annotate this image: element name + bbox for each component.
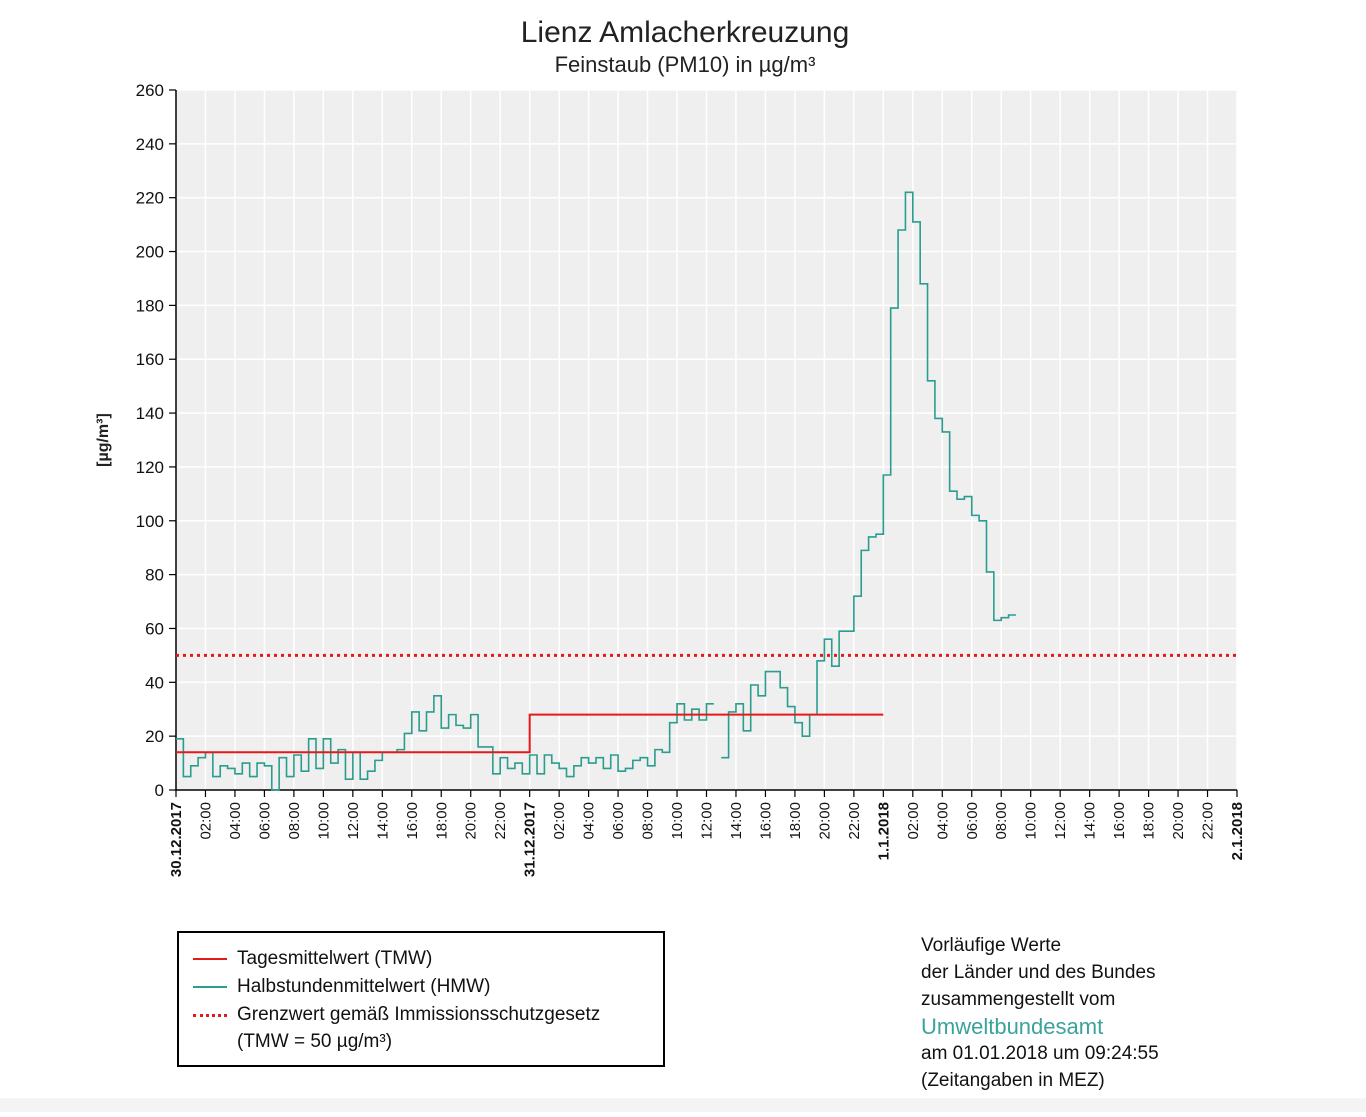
x-tick-label: 06:00 xyxy=(610,802,627,840)
x-tick-label: 20:00 xyxy=(816,802,833,840)
x-tick-label: 06:00 xyxy=(256,802,273,840)
axes xyxy=(169,89,1238,797)
y-tick-label: 140 xyxy=(136,404,164,423)
x-tick-label: 02:00 xyxy=(197,802,214,840)
series-line-hmw xyxy=(176,694,714,791)
x-tick-label: 10:00 xyxy=(315,802,332,840)
y-tick-label: 100 xyxy=(136,512,164,531)
x-tick-label: 18:00 xyxy=(433,802,450,840)
y-tick-label: 260 xyxy=(136,81,164,100)
x-tick-label: 2.1.2018 xyxy=(1229,802,1246,860)
page-bottom-strip xyxy=(0,1098,1366,1112)
legend-item-tmw: Tagesmittelwert (TMW) xyxy=(193,947,432,971)
x-tick-label: 16:00 xyxy=(1111,802,1128,840)
chart-subtitle: Feinstaub (PM10) in µg/m³ xyxy=(555,52,816,77)
x-tick-label: 02:00 xyxy=(551,802,568,840)
legend-limit-sublabel: (TMW = 50 µg/m³) xyxy=(237,1031,393,1052)
x-tick-label: 12:00 xyxy=(699,802,716,840)
x-tick-label: 10:00 xyxy=(1023,802,1040,840)
x-tick-label: 12:00 xyxy=(1052,802,1069,840)
y-tick-labels: 0 20 40 60 80 100 120 140 160 180 200 220 240 260 xyxy=(136,81,164,800)
y-tick-label: 60 xyxy=(145,619,164,638)
x-tick-label: 18:00 xyxy=(787,802,804,840)
y-tick-label: 120 xyxy=(136,458,164,477)
y-tick-label: 40 xyxy=(145,673,164,692)
x-tick-label: 02:00 xyxy=(905,802,922,840)
y-tick-label: 80 xyxy=(145,566,164,585)
y-axis-label: [µg/m³] xyxy=(95,413,112,467)
x-tick-label: 08:00 xyxy=(286,802,303,840)
legend: Tagesmittelwert (TMW) Halbstundenmittelw… xyxy=(177,931,665,1067)
legend-swatch-hmw xyxy=(193,986,227,988)
note-line-1: Vorläufige Werte xyxy=(921,935,1062,956)
legend-swatch-limit xyxy=(193,1013,227,1017)
x-tick-label: 22:00 xyxy=(492,802,509,840)
legend-item-hmw: Halbstundenmittelwert (HMW) xyxy=(193,975,490,999)
legend-label-limit: Grenzwert gemäß Immissionsschutzgesetz xyxy=(237,1004,601,1025)
x-tick-label: 1.1.2018 xyxy=(875,802,892,860)
x-tick-label: 20:00 xyxy=(1170,802,1187,840)
note-line-3: zusammengestellt vom xyxy=(921,989,1116,1010)
legend-label-hmw: Halbstundenmittelwert (HMW) xyxy=(237,976,491,997)
x-tick-label: 04:00 xyxy=(227,802,244,840)
x-tick-label: 14:00 xyxy=(1082,802,1099,840)
x-tick-label: 16:00 xyxy=(757,802,774,840)
y-tick-label: 220 xyxy=(136,189,164,208)
y-tick-label: 0 xyxy=(155,781,164,800)
x-tick-labels: 30.12.2017 02:00 04:00 06:00 08:00 10:00 12:00… xyxy=(168,802,1246,877)
series-line-tmw xyxy=(176,713,884,754)
note-line-2: der Länder und des Bundes xyxy=(921,962,1156,983)
y-tick-label: 180 xyxy=(136,296,164,315)
legend-item-limit: Grenzwert gemäß Immissionsschutzgesetz xyxy=(193,1003,600,1027)
chart-title: Lienz Amlacherkreuzung xyxy=(521,16,850,49)
x-tick-label: 10:00 xyxy=(669,802,686,840)
x-tick-label: 22:00 xyxy=(846,802,863,840)
series xyxy=(176,191,1237,791)
note-organisation: Umweltbundesamt xyxy=(921,1014,1104,1039)
y-tick-label: 160 xyxy=(136,350,164,369)
grid-lines xyxy=(175,89,1238,791)
x-tick-label: 06:00 xyxy=(964,802,981,840)
x-tick-label: 04:00 xyxy=(581,802,598,840)
source-note: Vorläufige Werte der Länder und des Bund… xyxy=(921,932,1159,1094)
x-tick-label: 08:00 xyxy=(640,802,657,840)
legend-label-tmw: Tagesmittelwert (TMW) xyxy=(237,948,433,969)
x-tick-label: 18:00 xyxy=(1141,802,1158,840)
x-tick-label: 14:00 xyxy=(374,802,391,840)
series-line-hmw xyxy=(721,191,1016,759)
note-line-6: (Zeitangaben in MEZ) xyxy=(921,1070,1105,1091)
x-tick-label: 08:00 xyxy=(993,802,1010,840)
y-tick-label: 20 xyxy=(145,727,164,746)
x-tick-label: 20:00 xyxy=(463,802,480,840)
x-tick-label: 14:00 xyxy=(728,802,745,840)
x-tick-label: 30.12.2017 xyxy=(168,802,185,877)
legend-swatch-tmw xyxy=(193,958,227,960)
x-tick-label: 12:00 xyxy=(345,802,362,840)
y-tick-label: 240 xyxy=(136,135,164,154)
note-line-5: am 01.01.2018 um 09:24:55 xyxy=(921,1043,1159,1064)
x-tick-label: 04:00 xyxy=(934,802,951,840)
y-tick-label: 200 xyxy=(136,243,164,262)
x-tick-label: 31.12.2017 xyxy=(522,802,539,877)
x-tick-label: 16:00 xyxy=(404,802,421,840)
x-tick-label: 22:00 xyxy=(1200,802,1217,840)
